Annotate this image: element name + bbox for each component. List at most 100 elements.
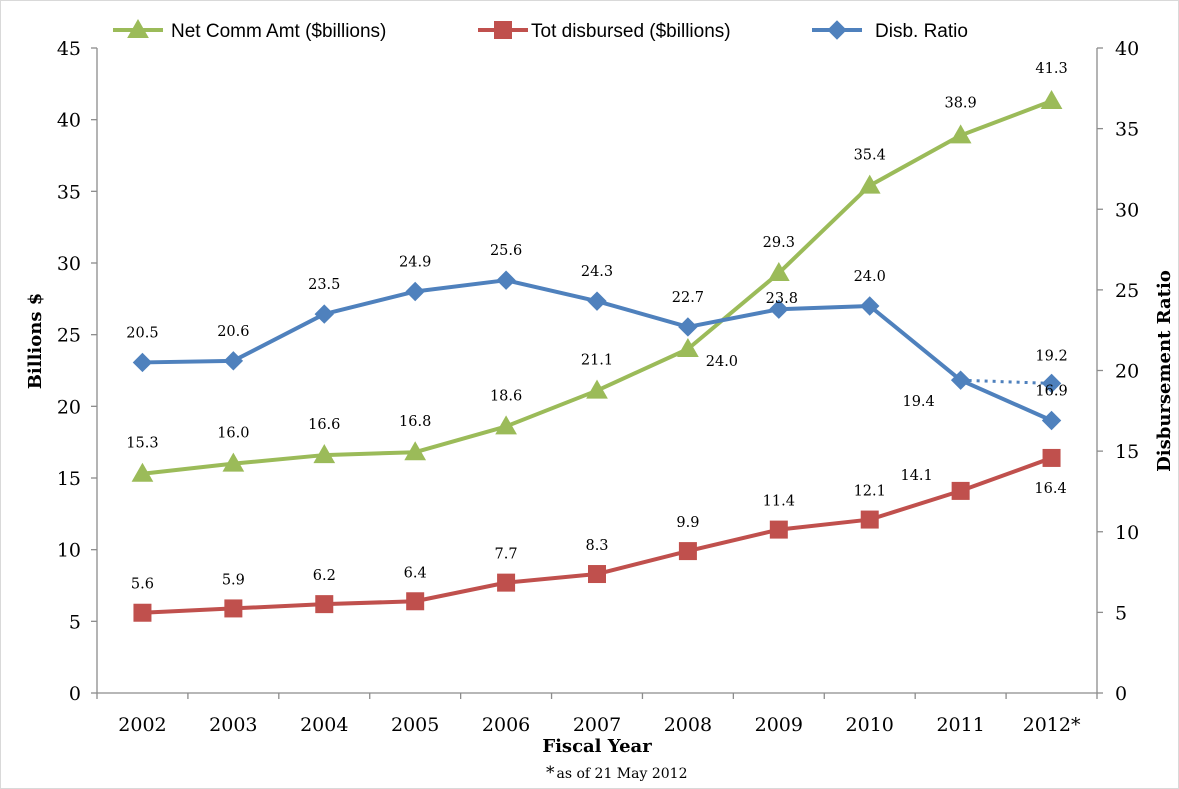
legend-disb-ratio-label: Disb. Ratio — [875, 21, 968, 42]
y-tick-label: 0 — [69, 683, 81, 705]
net-comm-data-label: 16.6 — [308, 417, 340, 433]
x-tick-label: 2011 — [936, 714, 984, 736]
y-tick-label: 5 — [69, 611, 81, 633]
net-comm-data-label: 18.6 — [490, 388, 522, 404]
footnote: * as of 21 May 2012 — [546, 763, 687, 783]
disb-ratio-marker-extra — [1041, 373, 1062, 394]
y2-tick-label: 40 — [1115, 38, 1139, 60]
legend-tot-disbursed-label: Tot disbursed ($billions) — [531, 21, 731, 42]
tot-disbursed-data-label: 14.1 — [900, 468, 932, 484]
net-comm-marker — [949, 124, 972, 144]
footnote-mark: * — [546, 763, 555, 783]
net-comm-data-label: 29.3 — [763, 235, 795, 251]
disb-ratio-data-label-extra: 19.2 — [1035, 348, 1067, 364]
disb-ratio-marker — [132, 352, 153, 373]
disb-ratio-marker — [860, 296, 880, 316]
disb-ratio-marker — [587, 291, 607, 311]
net-comm-marker — [677, 337, 699, 357]
footnote-text: as of 21 May 2012 — [557, 766, 688, 782]
y2-tick-label: 15 — [1115, 441, 1139, 463]
x-axis-title: Fiscal Year — [542, 736, 652, 757]
disb-ratio-marker — [950, 370, 971, 390]
disb-ratio-marker — [1041, 410, 1062, 431]
disb-ratio-marker — [496, 270, 516, 290]
net-comm-marker — [858, 174, 881, 194]
tot-disbursed-data-label: 5.9 — [222, 572, 245, 588]
axes-layer: 0 5 10 15 20 25 30 35 40 45 0 5 10 15 20 25 30 35 40 2002 20… — [57, 38, 1139, 736]
tot-disbursed-marker — [224, 599, 243, 618]
tot-disbursed-data-label: 12.1 — [854, 484, 886, 500]
legend-net-comm-marker — [127, 18, 149, 38]
disb-ratio-data-label: 20.5 — [126, 325, 158, 341]
tot-disbursed-data-label: 5.6 — [131, 577, 154, 593]
x-tick-label: 2002 — [118, 714, 166, 736]
disb-ratio-data-label: 19.4 — [902, 394, 934, 410]
tot-disbursed-data-label: 7.7 — [495, 547, 518, 563]
y2-tick-label: 0 — [1115, 683, 1127, 705]
tot-disbursed-marker — [315, 595, 334, 614]
net-comm-data-label: 35.4 — [854, 148, 886, 164]
disb-ratio-data-label: 22.7 — [672, 290, 704, 306]
y2-tick-label: 25 — [1115, 280, 1139, 302]
net-comm-data-label: 38.9 — [944, 95, 976, 111]
net-comm-line — [142, 99, 1053, 476]
disb-ratio-data-label: 24.0 — [854, 269, 886, 285]
disb-ratio-data-label: 16.9 — [1035, 383, 1067, 399]
tot-disbursed-marker — [951, 481, 970, 500]
y-tick-label: 45 — [57, 38, 81, 60]
net-comm-marker — [222, 452, 245, 472]
y2-tick-label: 30 — [1115, 199, 1139, 221]
disb-ratio-marker — [405, 281, 425, 302]
net-comm-marker — [767, 262, 790, 282]
y2-tick-label: 35 — [1115, 119, 1139, 141]
x-tick-label: 2010 — [846, 714, 894, 736]
net-comm-data-label: 24.0 — [706, 354, 738, 370]
y-tick-label: 30 — [57, 253, 81, 275]
disb-ratio-data-label: 25.6 — [490, 243, 522, 259]
x-tick-label: 2003 — [209, 714, 257, 736]
net-comm-data-label: 16.0 — [217, 426, 249, 442]
x-tick-label: 2009 — [755, 714, 803, 736]
y-tick-label: 20 — [57, 396, 81, 418]
disb-ratio-data-label: 24.3 — [581, 264, 613, 280]
disb-ratio-marker — [769, 299, 789, 319]
x-tick-label: 2007 — [573, 714, 621, 736]
legend: Net Comm Amt ($billions) Tot disbursed ($… — [113, 18, 968, 42]
legend-net-comm-label: Net Comm Amt ($billions) — [171, 21, 386, 42]
disb-ratio-data-label: 24.9 — [399, 254, 431, 270]
tot-disbursed-marker — [588, 565, 606, 584]
tot-disbursed-data-label: 11.4 — [763, 494, 795, 510]
y-tick-label: 25 — [57, 325, 81, 347]
series-layer — [131, 90, 1063, 622]
legend-disb-ratio-marker — [827, 20, 847, 40]
tot-disbursed-marker — [860, 510, 879, 529]
y-axis-title: Billions $ — [25, 293, 46, 390]
net-comm-marker — [1040, 90, 1063, 110]
net-comm-marker — [313, 444, 336, 464]
net-comm-marker — [404, 441, 427, 461]
disb-ratio-data-label: 23.5 — [308, 277, 340, 293]
tot-disbursed-data-label: 16.4 — [1034, 481, 1066, 497]
tot-disbursed-data-label: 6.2 — [313, 568, 336, 584]
x-tick-label: 2006 — [482, 714, 530, 736]
x-tick-label: 2005 — [391, 714, 439, 736]
y2-tick-label: 5 — [1115, 602, 1127, 624]
y-tick-label: 40 — [57, 110, 81, 132]
legend-tot-disbursed-marker — [494, 21, 512, 39]
net-comm-marker — [586, 379, 608, 399]
disb-ratio-marker — [223, 351, 244, 371]
y2-tick-label: 20 — [1115, 361, 1139, 383]
y2-tick-label: 10 — [1115, 522, 1139, 544]
tot-disbursed-marker — [406, 592, 425, 611]
tot-disbursed-data-label: 8.3 — [585, 538, 608, 554]
x-tick-label: 2012* — [1023, 714, 1081, 736]
disb-ratio-data-label: 23.8 — [766, 291, 798, 307]
disb-ratio-marker — [314, 304, 334, 324]
net-comm-marker — [131, 462, 154, 482]
tot-disbursed-marker — [769, 520, 788, 539]
y-tick-label: 35 — [57, 181, 81, 203]
y-tick-label: 10 — [57, 540, 81, 562]
tot-disbursed-marker — [133, 603, 152, 622]
